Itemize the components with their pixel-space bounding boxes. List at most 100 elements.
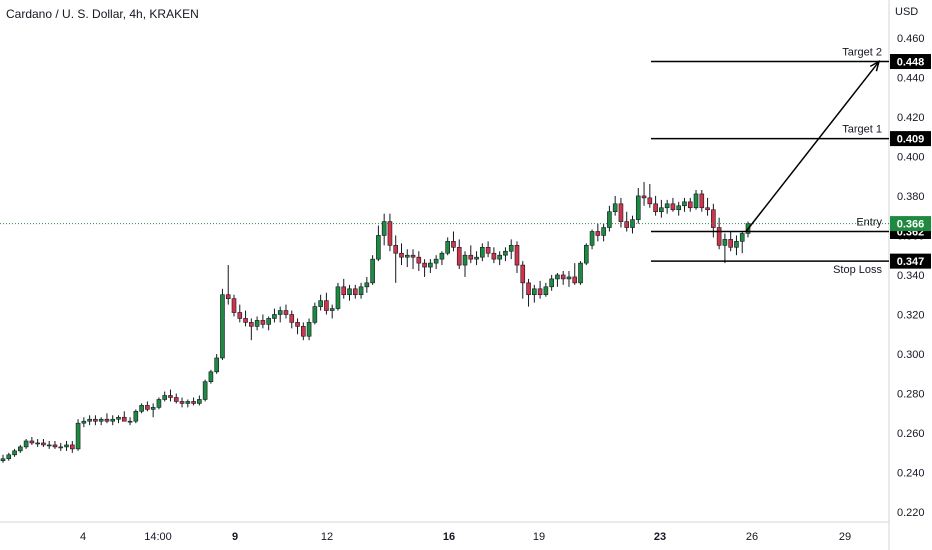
candle-body [445, 241, 450, 254]
x-tick-label: 16 [443, 531, 455, 543]
candle-body [572, 276, 578, 284]
candle-body [335, 286, 341, 309]
y-tick-label: 0.460 [897, 33, 925, 45]
candle-body [191, 401, 196, 404]
candle-body [474, 256, 479, 260]
candle-body [23, 440, 29, 448]
level-price-badge-text: 0.409 [897, 134, 925, 146]
candle-body [202, 381, 208, 400]
candle-body [422, 262, 427, 268]
candle-body [653, 203, 658, 213]
candle-body [46, 444, 52, 447]
candle-body [70, 444, 75, 450]
candle-body [699, 193, 705, 209]
candle-body [272, 314, 277, 319]
candle-body [231, 298, 237, 313]
candle-body [664, 203, 670, 209]
candle-body [693, 193, 699, 209]
candle-body [289, 314, 295, 323]
x-tick-label: 14:00 [144, 531, 172, 543]
y-tick-label: 0.380 [897, 191, 925, 203]
y-tick-label: 0.280 [897, 389, 925, 401]
candle-body [168, 395, 173, 398]
level-price-badge-text: 0.448 [897, 57, 925, 69]
chart-title: Cardano / U. S. Dollar, 4h, KRAKEN [6, 7, 199, 21]
projection-arrowhead [869, 60, 881, 72]
candle-body [52, 444, 58, 448]
candle-body [508, 245, 514, 252]
last-price-badge [890, 216, 931, 232]
x-tick-label: 19 [533, 531, 545, 543]
candle-body [237, 312, 243, 319]
level-label: Target 2 [842, 47, 882, 59]
candle-body [225, 294, 231, 299]
y-tick-label: 0.220 [897, 507, 925, 519]
y-tick-label: 0.240 [897, 468, 925, 480]
y-tick-label: 0.300 [897, 349, 925, 361]
candle-body [29, 440, 35, 444]
candle-body [64, 444, 69, 448]
candle-body [185, 401, 191, 404]
candle-body [306, 322, 312, 337]
candle-body [428, 262, 433, 268]
candle-body [12, 450, 17, 456]
candle-body [416, 256, 422, 264]
y-tick-label: 0.340 [897, 270, 925, 282]
price-axis-currency: USD [895, 6, 918, 18]
candle-body [387, 221, 393, 246]
candle-body [451, 241, 456, 248]
candle-body [601, 227, 606, 236]
candle-body [329, 308, 335, 311]
candle-body [687, 201, 693, 209]
level-label: Target 1 [842, 124, 882, 136]
candle-body [150, 407, 156, 410]
candle-body [595, 231, 601, 236]
level-price-badge [890, 54, 931, 70]
candle-body [295, 322, 300, 327]
candle-body [503, 250, 508, 256]
candle-body [589, 231, 595, 246]
level-price-badge [890, 253, 931, 269]
candle-body [578, 262, 583, 284]
candle-body [347, 288, 352, 296]
candle-body [341, 286, 347, 296]
candle-body [283, 310, 289, 315]
candle-body [98, 418, 104, 422]
candle-body [635, 195, 641, 220]
candle-body [520, 264, 526, 284]
x-tick-label: 4 [80, 531, 86, 543]
candle-body [711, 209, 716, 228]
y-tick-label: 0.320 [897, 309, 925, 321]
level-price-badge-text: 0.347 [897, 256, 925, 268]
candle-body [318, 300, 323, 307]
candle-body [93, 418, 98, 422]
candle-body [104, 418, 110, 422]
candle-body [121, 416, 127, 422]
candle-body [716, 227, 722, 246]
level-price-badge [890, 131, 931, 147]
candle-body [110, 418, 116, 422]
candle-body [145, 405, 150, 410]
y-tick-label: 0.260 [897, 428, 925, 440]
candle-body [0, 458, 6, 462]
candle-body [58, 446, 64, 449]
candle-body [18, 446, 23, 452]
last-price-badge-text: 0.366 [897, 219, 925, 231]
candle-body [468, 254, 474, 260]
x-tick-label: 23 [654, 531, 666, 543]
candle-body [312, 306, 318, 323]
candle-body [133, 411, 139, 422]
candle-body [277, 310, 283, 315]
candle-body [537, 288, 543, 296]
candle-body [81, 420, 87, 424]
projection-arrow[interactable] [745, 61, 880, 232]
candle-body [116, 416, 121, 420]
candle-body [456, 246, 462, 266]
candle-body [532, 288, 537, 296]
candle-body [301, 326, 306, 337]
candle-body [399, 252, 404, 258]
candle-body [381, 221, 387, 236]
level-label: Stop Loss [833, 264, 882, 276]
candle-body [739, 233, 745, 242]
